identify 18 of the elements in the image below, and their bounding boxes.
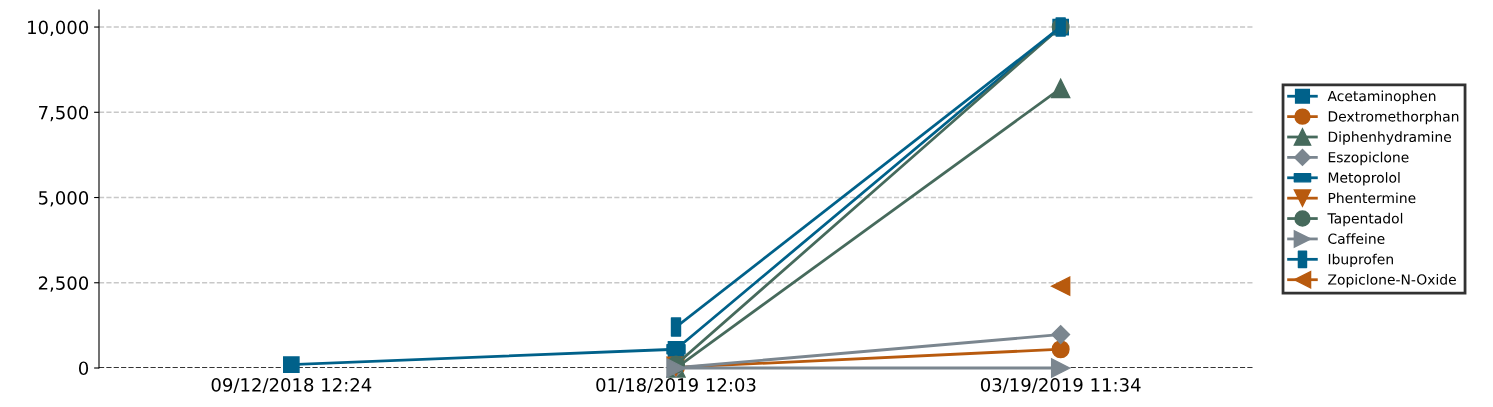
legend-label: Dextromethorphan [1328, 110, 1459, 125]
legend-label: Phentermine [1328, 192, 1416, 204]
x-tick-label: 03/19/2019 11:34 [980, 378, 1141, 394]
legend-label: Metoprolol [1328, 172, 1400, 186]
legend-label: Acetaminophen [1327, 90, 1436, 104]
y-tick-label: 5,000 [38, 190, 89, 207]
y-tick-label: 2,500 [38, 276, 89, 292]
x-tick-label: 01/18/2019 12:03 [596, 378, 756, 394]
legend-label: Eszopiclone [1328, 151, 1409, 166]
legend-label: Caffeine [1328, 233, 1385, 244]
y-tick-label: 0 [78, 361, 89, 376]
legend-label: Zopiclone-N-Oxide [1328, 274, 1456, 288]
legend-label: Ibuprofen [1328, 253, 1393, 268]
legend-label: Diphenhydramine [1328, 131, 1452, 145]
y-tick-label: 7,500 [39, 105, 89, 122]
y-tick-label: 10,000 [28, 20, 89, 37]
x-tick-label: 09/12/2018 12:24 [211, 378, 372, 394]
legend-label: Tapentadol [1327, 212, 1403, 227]
